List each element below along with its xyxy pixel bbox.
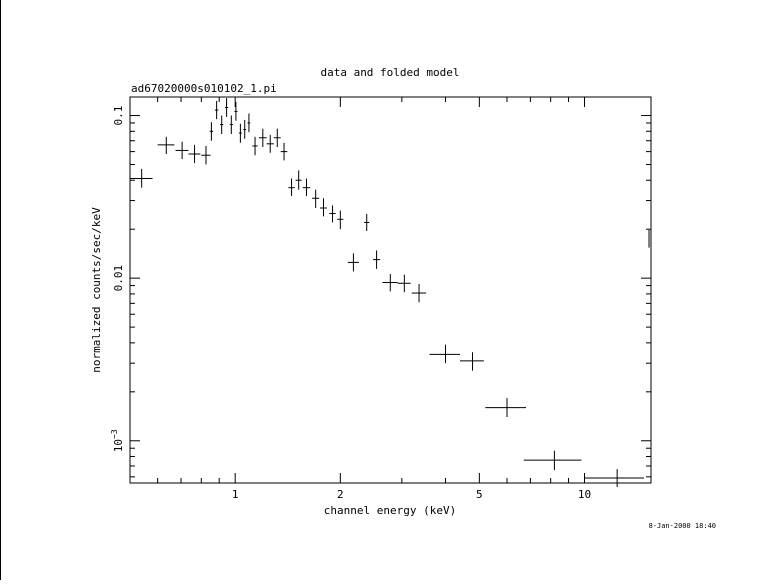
data-point [364,214,370,231]
data-point [485,398,526,418]
x-axis: 1 2 5 10 [129,97,591,501]
data-point [523,450,582,471]
data-point [214,100,219,120]
y-tick-label: 0.01 [112,265,125,292]
data-point [258,128,267,148]
data-point [247,113,251,133]
data-point [347,253,359,272]
data-point [234,102,238,121]
data-point [266,134,274,153]
x-tick-label: 1 [232,488,239,501]
data-point [201,145,211,165]
x-tick-label: 10 [578,488,591,501]
x-tick-label: 2 [337,488,344,501]
y-axis: 0.1 0.01 10−3 [110,106,651,478]
data-point [397,274,411,293]
chart-subtitle: ad67020000s010102_1.pi [131,82,277,95]
data-point [175,141,189,160]
data-point [130,168,153,188]
window-edge [0,0,1,580]
data-point [459,352,484,371]
data-point [209,122,214,141]
data-point [320,198,327,217]
y-tick-label: 0.1 [112,106,125,126]
x-tick-label: 5 [476,488,483,501]
data-point [372,250,381,269]
data-point [273,128,281,148]
y-axis-label: normalized counts/sec/keV [90,207,103,373]
data-point [157,136,175,155]
data-point [188,144,201,164]
x-axis-label: channel energy (keV) [324,504,456,517]
data-point [302,178,311,197]
plot-frame [129,96,652,484]
data-point [312,189,320,209]
data-point [429,344,460,364]
chart-title: data and folded model [320,66,459,79]
data-point [288,178,295,197]
data-point [337,210,344,230]
data-points [130,98,650,487]
data-point [295,170,302,190]
data-point [238,123,242,143]
data-point [411,284,427,303]
data-point [229,115,233,134]
data-point [329,205,336,223]
timestamp: 8-Jan-2000 18:40 [649,522,716,530]
data-point [224,98,229,117]
data-point [280,142,288,161]
data-point [243,119,247,139]
data-point [220,115,224,134]
data-point [382,274,398,292]
y-tick-label: 10−3 [110,429,125,452]
data-point [252,136,258,156]
data-point [584,469,644,487]
